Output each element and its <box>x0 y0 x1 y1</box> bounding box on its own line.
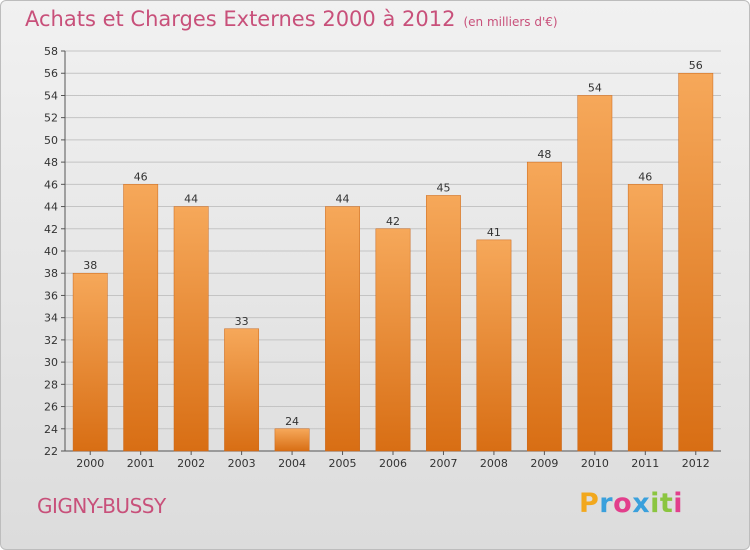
y-tick-label: 40 <box>44 245 58 258</box>
y-tick-label: 50 <box>44 134 58 147</box>
logo-letter: t <box>659 488 674 519</box>
x-tick-label: 2006 <box>379 457 407 470</box>
chart-subtitle: (en milliers d'€) <box>463 15 558 29</box>
y-tick-label: 38 <box>44 267 58 280</box>
y-tick-label: 48 <box>44 156 58 169</box>
y-tick-label: 30 <box>44 356 58 369</box>
bar-2006 <box>375 228 411 452</box>
bar-2008 <box>476 239 512 452</box>
x-tick-label: 2004 <box>278 457 306 470</box>
bar-2009 <box>526 161 562 452</box>
bar-2002 <box>173 206 209 452</box>
bar-value-label: 41 <box>487 226 501 239</box>
y-tick-label: 26 <box>44 401 58 414</box>
logo-letter: i <box>650 488 660 519</box>
y-tick-label: 42 <box>44 223 58 236</box>
bar-value-label: 44 <box>184 193 198 206</box>
x-tick-label: 2002 <box>177 457 205 470</box>
x-tick-label: 2012 <box>682 457 710 470</box>
x-tick-label: 2011 <box>631 457 659 470</box>
bar-2010 <box>577 95 613 452</box>
chart-title: Achats et Charges Externes 2000 à 2012 (e… <box>25 7 558 31</box>
y-tick-label: 44 <box>44 201 58 214</box>
bar-2000 <box>72 272 108 452</box>
y-tick-label: 58 <box>44 45 58 58</box>
y-tick-label: 36 <box>44 289 58 302</box>
bar-2012 <box>678 72 714 452</box>
bar-2003 <box>224 328 260 452</box>
proxiti-logo: Proxiti <box>579 488 683 519</box>
x-tick-label: 2008 <box>480 457 508 470</box>
logo-letter: P <box>579 488 600 519</box>
logo-letter: r <box>599 488 614 519</box>
commune-name: GIGNY-BUSSY <box>37 494 166 518</box>
bars <box>72 72 714 452</box>
logo-letter: x <box>632 488 651 519</box>
bar-2007 <box>426 195 461 452</box>
title-text: Achats et Charges Externes 2000 à 2012 <box>25 7 456 31</box>
bar-value-label: 45 <box>436 181 450 194</box>
bar-value-label: 38 <box>83 259 97 272</box>
bar-value-label: 42 <box>386 215 400 228</box>
x-tick-label: 2007 <box>429 457 457 470</box>
labels: 38 46 44 33 24 44 42 45 41 48 54 46 56 <box>83 59 703 428</box>
bar-2001 <box>123 184 159 452</box>
y-tick-label: 34 <box>44 312 58 325</box>
bar-value-label: 33 <box>235 315 249 328</box>
y-tick-label: 54 <box>44 89 58 102</box>
x-tick-label: 2009 <box>530 457 558 470</box>
bar-value-label: 46 <box>134 170 148 183</box>
bar-2005 <box>325 206 360 452</box>
bar-value-label: 44 <box>336 193 350 206</box>
x-tick-label: 2000 <box>76 457 104 470</box>
y-tick-label: 22 <box>44 445 58 458</box>
y-tick-label: 56 <box>44 67 58 80</box>
x-tick-label: 2005 <box>329 457 357 470</box>
x-tick-label: 2010 <box>581 457 609 470</box>
bar-value-label: 54 <box>588 81 602 94</box>
x-tick-label: 2003 <box>228 457 256 470</box>
axes: 22 24 26 28 30 32 34 36 38 40 42 44 46 48 50 52 54 56 58 20… <box>44 45 721 470</box>
logo-letter: o <box>613 488 633 519</box>
bar-2004 <box>274 428 310 452</box>
y-tick-label: 52 <box>44 112 58 125</box>
x-tick-label: 2001 <box>127 457 155 470</box>
bar-value-label: 48 <box>537 148 551 161</box>
y-tick-label: 28 <box>44 378 58 391</box>
bar-value-label: 46 <box>638 170 652 183</box>
bar-value-label: 24 <box>285 415 299 428</box>
logo-letter: i <box>673 488 684 519</box>
bar-value-label: 56 <box>689 59 703 72</box>
bar-2011 <box>627 184 663 452</box>
y-tick-label: 46 <box>44 178 58 191</box>
y-tick-label: 24 <box>44 423 58 436</box>
y-tick-label: 32 <box>44 334 58 347</box>
